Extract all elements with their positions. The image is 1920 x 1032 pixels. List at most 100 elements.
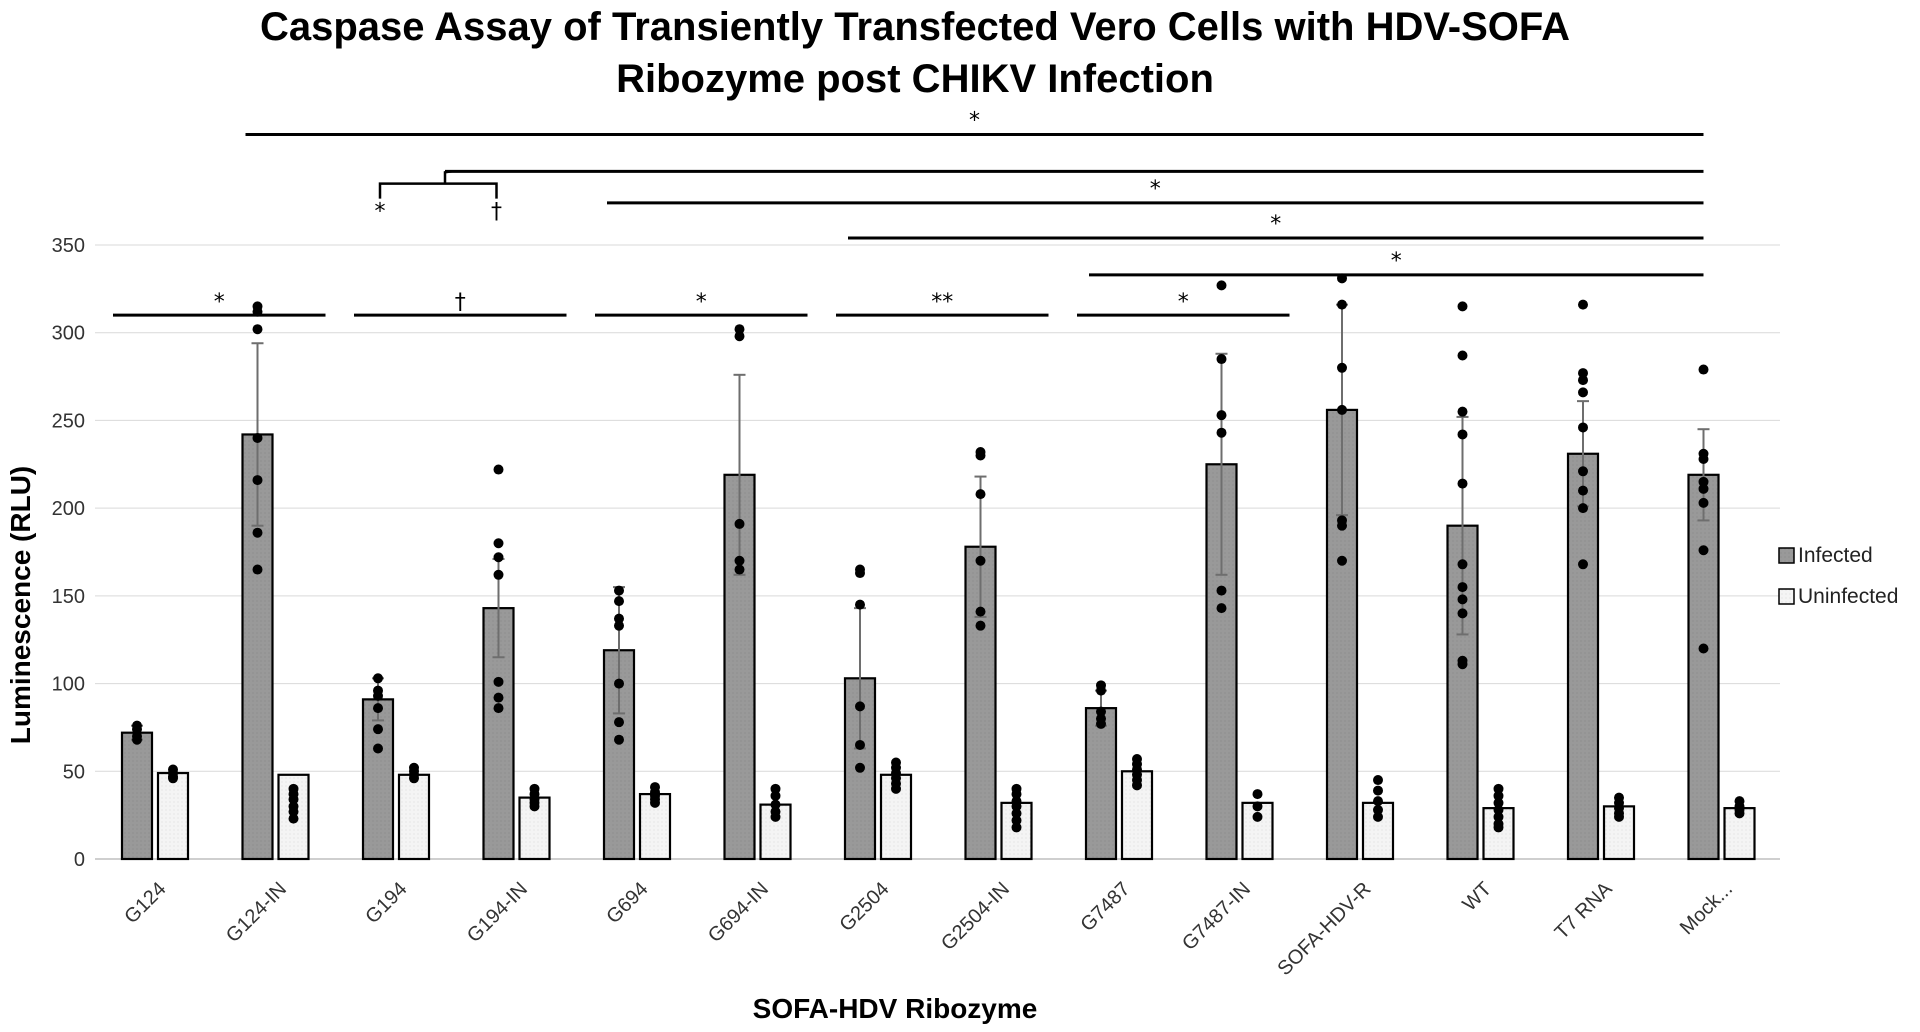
significance-lines: * † * ** ****** †	[113, 108, 1704, 317]
bar-infected	[1084, 707, 1118, 861]
data-point	[529, 801, 540, 812]
x-axis-title: SOFA-HDV Ribozyme	[753, 993, 1038, 1024]
y-tick-label: 300	[52, 323, 85, 345]
data-point	[493, 692, 504, 703]
data-point	[1252, 789, 1263, 800]
data-point	[1216, 427, 1227, 438]
data-point	[1373, 785, 1383, 796]
data-point	[1096, 685, 1106, 696]
data-point	[1011, 822, 1022, 833]
tick-labels: 0 50 100 150 200 250 300 350 G124 G124-IN G194 G194…	[52, 235, 1737, 980]
bars	[120, 408, 1756, 861]
data-point	[1096, 718, 1106, 729]
data-point	[1373, 811, 1383, 822]
data-point	[1698, 545, 1709, 556]
data-point	[734, 555, 745, 566]
data-point	[132, 724, 142, 735]
chart-title-line-1: Caspase Assay of Transiently Transfected…	[260, 5, 1570, 49]
bar-uninfected	[1241, 801, 1274, 861]
data-point	[734, 518, 745, 529]
data-point	[891, 783, 901, 794]
data-point	[252, 564, 263, 575]
x-tick-label: T7 RNA	[1551, 878, 1617, 944]
x-tick-label: G694	[602, 878, 652, 928]
x-tick-label: G2504	[836, 878, 894, 936]
data-point	[1216, 603, 1227, 614]
data-point	[1011, 808, 1022, 819]
y-tick-label: 250	[52, 410, 85, 432]
data-point	[288, 806, 299, 817]
data-point	[1457, 301, 1468, 312]
data-points	[132, 273, 1745, 833]
data-point	[1578, 375, 1588, 386]
x-tick-label: G7487	[1077, 878, 1135, 936]
data-point	[1011, 815, 1022, 826]
data-point	[614, 678, 624, 689]
data-point	[252, 306, 263, 317]
legend-label-infected: Infected	[1798, 544, 1873, 567]
x-tick-label: G194-IN	[463, 878, 532, 947]
y-tick-label: 100	[52, 674, 85, 696]
chart-title-line-2: Ribozyme post CHIKV Infection	[616, 57, 1214, 101]
data-point	[1216, 410, 1227, 421]
x-tick-label: G124-IN	[222, 878, 291, 947]
data-point	[1493, 811, 1504, 822]
data-point	[1698, 497, 1709, 508]
y-tick-label: 200	[52, 498, 85, 520]
data-point	[1734, 808, 1745, 819]
data-point	[975, 606, 986, 617]
data-point	[1493, 797, 1504, 808]
significance-label: **	[931, 290, 953, 315]
data-point	[1216, 585, 1227, 596]
data-point	[493, 538, 504, 549]
data-point	[855, 762, 865, 773]
data-point	[734, 331, 745, 342]
data-point	[1457, 559, 1468, 570]
data-point	[373, 743, 383, 754]
x-tick-label: G124	[120, 878, 170, 928]
bar-infected	[361, 698, 395, 861]
significance-label: †	[455, 290, 466, 315]
x-tick-label: G694-IN	[704, 878, 773, 947]
data-point	[493, 676, 504, 687]
legend-label-uninfected: Uninfected	[1798, 585, 1898, 608]
data-point	[493, 703, 504, 714]
data-point	[1493, 783, 1504, 794]
data-point	[1011, 801, 1022, 812]
data-point	[1373, 796, 1383, 807]
data-point	[1252, 801, 1263, 812]
data-point	[855, 701, 865, 712]
data-point	[1493, 790, 1504, 801]
legend-swatch-uninfected	[1778, 588, 1795, 605]
significance-label: *	[969, 108, 980, 133]
data-point	[1578, 559, 1588, 570]
data-point	[1578, 299, 1588, 310]
data-point	[1578, 387, 1588, 398]
data-point	[614, 596, 624, 607]
data-point	[1337, 520, 1347, 531]
data-point	[1373, 775, 1383, 786]
data-point	[1252, 811, 1263, 822]
significance-label: *	[1178, 290, 1189, 315]
data-point	[1457, 350, 1468, 361]
data-point	[1578, 503, 1588, 514]
data-point	[975, 555, 986, 566]
data-point	[1337, 404, 1347, 415]
data-point	[1457, 429, 1468, 440]
data-point	[1698, 364, 1709, 375]
data-point	[614, 613, 624, 624]
data-point	[975, 489, 986, 500]
data-point	[288, 794, 299, 805]
data-point	[855, 599, 865, 610]
data-point	[1011, 789, 1022, 800]
bracket-label-right: †	[491, 200, 502, 225]
x-tick-label: G194	[361, 878, 411, 928]
bar-uninfected	[518, 796, 551, 861]
data-point	[373, 673, 383, 684]
bracket-connector	[443, 170, 453, 184]
data-point	[252, 432, 263, 443]
data-point	[1578, 485, 1588, 496]
data-point	[1698, 483, 1709, 494]
data-point	[770, 799, 781, 810]
